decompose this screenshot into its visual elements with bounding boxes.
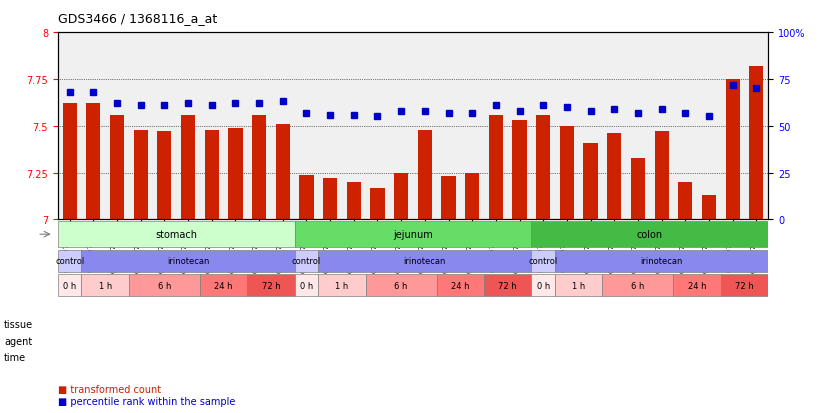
Text: GDS3466 / 1368116_a_at: GDS3466 / 1368116_a_at [58, 12, 217, 25]
FancyBboxPatch shape [437, 275, 484, 296]
Text: 72 h: 72 h [262, 281, 280, 290]
Bar [441, 177, 456, 220]
Text: irinotecan: irinotecan [404, 257, 446, 266]
Text: 1 h: 1 h [98, 281, 112, 290]
Text: 72 h: 72 h [498, 281, 517, 290]
Bar [394, 173, 408, 220]
Bar [86, 104, 101, 220]
Bar [110, 115, 124, 220]
Bar [536, 115, 550, 220]
Bar [725, 80, 740, 220]
FancyBboxPatch shape [721, 275, 768, 296]
Text: 1 h: 1 h [335, 281, 349, 290]
Text: tissue: tissue [4, 319, 33, 329]
Text: jejunum: jejunum [393, 230, 433, 240]
Text: 1 h: 1 h [572, 281, 586, 290]
FancyBboxPatch shape [602, 275, 673, 296]
Bar [276, 125, 290, 220]
FancyBboxPatch shape [484, 275, 531, 296]
Bar [749, 66, 763, 220]
FancyBboxPatch shape [58, 251, 82, 272]
FancyBboxPatch shape [531, 251, 555, 272]
FancyBboxPatch shape [555, 251, 768, 272]
Text: 6 h: 6 h [395, 281, 408, 290]
Text: 0 h: 0 h [300, 281, 313, 290]
Text: irinotecan: irinotecan [167, 257, 209, 266]
Text: time: time [4, 352, 26, 362]
Text: ■ percentile rank within the sample: ■ percentile rank within the sample [58, 396, 235, 406]
Bar [347, 183, 361, 220]
FancyBboxPatch shape [82, 275, 129, 296]
Bar [323, 179, 337, 220]
Text: stomach: stomach [155, 230, 197, 240]
Text: 0 h: 0 h [537, 281, 550, 290]
Text: 6 h: 6 h [631, 281, 644, 290]
Text: agent: agent [4, 336, 32, 346]
Bar [583, 143, 598, 220]
FancyBboxPatch shape [318, 275, 366, 296]
Bar [157, 132, 172, 220]
Bar [181, 115, 195, 220]
Text: control: control [529, 257, 558, 266]
Bar [465, 173, 479, 220]
Text: irinotecan: irinotecan [640, 257, 683, 266]
FancyBboxPatch shape [82, 251, 295, 272]
Text: colon: colon [637, 230, 662, 240]
Text: ■ transformed count: ■ transformed count [58, 384, 161, 394]
FancyBboxPatch shape [531, 275, 555, 296]
Bar [512, 121, 527, 220]
Text: 24 h: 24 h [451, 281, 470, 290]
Text: control: control [292, 257, 321, 266]
FancyBboxPatch shape [247, 275, 295, 296]
Bar [607, 134, 621, 220]
Bar [654, 132, 669, 220]
Bar [63, 104, 77, 220]
FancyBboxPatch shape [673, 275, 721, 296]
Text: 0 h: 0 h [63, 281, 76, 290]
Bar [560, 126, 574, 220]
Text: 24 h: 24 h [214, 281, 233, 290]
FancyBboxPatch shape [318, 251, 531, 272]
Bar [370, 188, 385, 220]
Bar [252, 115, 266, 220]
Text: 72 h: 72 h [735, 281, 754, 290]
Bar [205, 130, 219, 220]
Text: 6 h: 6 h [158, 281, 171, 290]
Bar [418, 130, 432, 220]
Bar [702, 196, 716, 220]
FancyBboxPatch shape [200, 275, 247, 296]
Text: 24 h: 24 h [688, 281, 706, 290]
FancyBboxPatch shape [295, 221, 531, 248]
FancyBboxPatch shape [555, 275, 602, 296]
Bar [228, 128, 243, 220]
Bar [134, 130, 148, 220]
FancyBboxPatch shape [366, 275, 437, 296]
FancyBboxPatch shape [129, 275, 200, 296]
Bar [299, 175, 314, 220]
FancyBboxPatch shape [58, 275, 82, 296]
Bar [678, 183, 692, 220]
FancyBboxPatch shape [295, 275, 318, 296]
Bar [631, 158, 645, 220]
FancyBboxPatch shape [58, 221, 295, 248]
FancyBboxPatch shape [531, 221, 768, 248]
Text: control: control [55, 257, 84, 266]
FancyBboxPatch shape [295, 251, 318, 272]
Bar [489, 115, 503, 220]
